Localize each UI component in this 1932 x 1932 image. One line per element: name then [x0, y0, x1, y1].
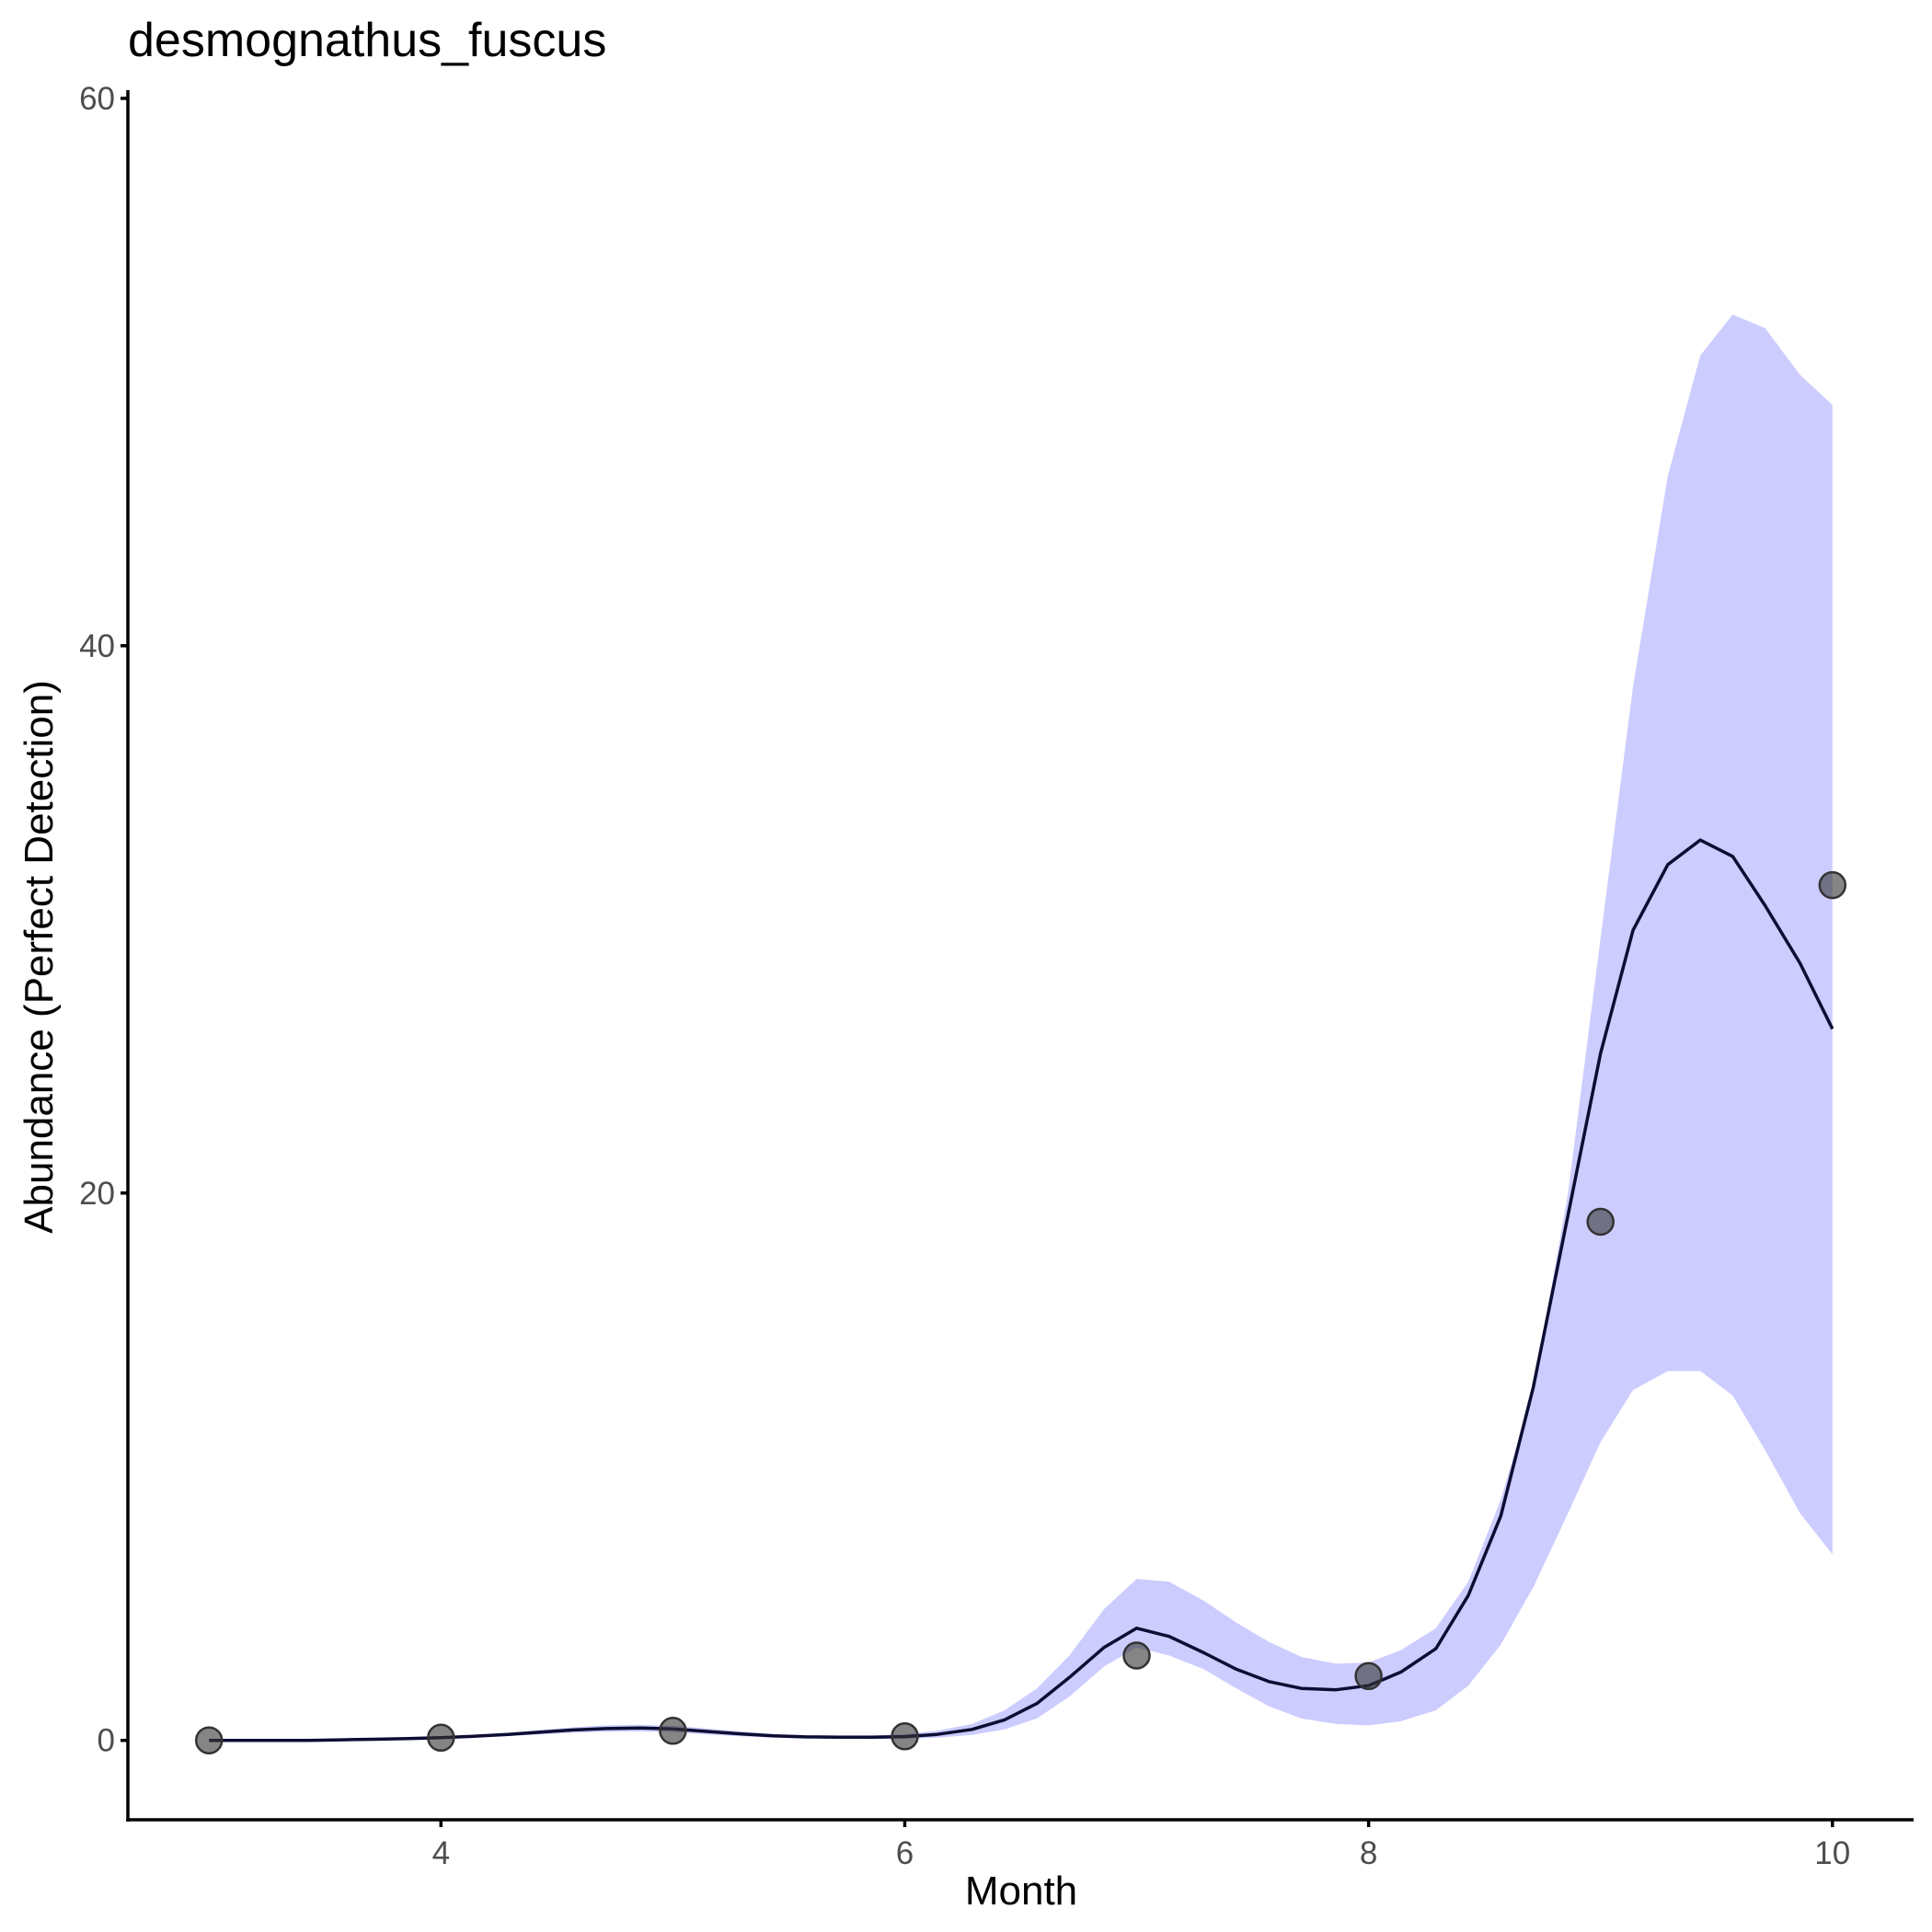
- data-point: [1818, 870, 1847, 900]
- confidence-ribbon: [209, 314, 1833, 1741]
- x-tick-label: 10: [1814, 1835, 1850, 1871]
- data-point: [1354, 1662, 1383, 1691]
- x-tick-label: 8: [1360, 1835, 1377, 1871]
- y-axis-title: Abundance (Perfect Detection): [17, 680, 62, 1234]
- x-axis-title: Month: [965, 1869, 1077, 1914]
- data-point: [1122, 1641, 1151, 1670]
- y-tick-label: 0: [98, 1723, 115, 1759]
- x-axis: 4 6 8 10: [126, 1818, 1914, 1871]
- data-point: [1586, 1207, 1615, 1236]
- y-tick-label: 20: [79, 1176, 115, 1212]
- y-axis: 0 20 40 60: [79, 81, 130, 1822]
- data-point: [427, 1723, 455, 1753]
- observed-points: [194, 870, 1847, 1754]
- y-tick-label: 60: [79, 81, 115, 117]
- y-tick-label: 40: [79, 628, 115, 664]
- x-tick-label: 6: [896, 1835, 914, 1871]
- fitted-line: [209, 838, 1834, 1742]
- chart-title: desmognathus_fuscus: [128, 14, 606, 67]
- plot-panel: [194, 314, 1847, 1754]
- data-point: [659, 1717, 687, 1745]
- x-tick-label: 4: [432, 1835, 450, 1871]
- data-point: [194, 1726, 224, 1754]
- data-point: [891, 1722, 919, 1751]
